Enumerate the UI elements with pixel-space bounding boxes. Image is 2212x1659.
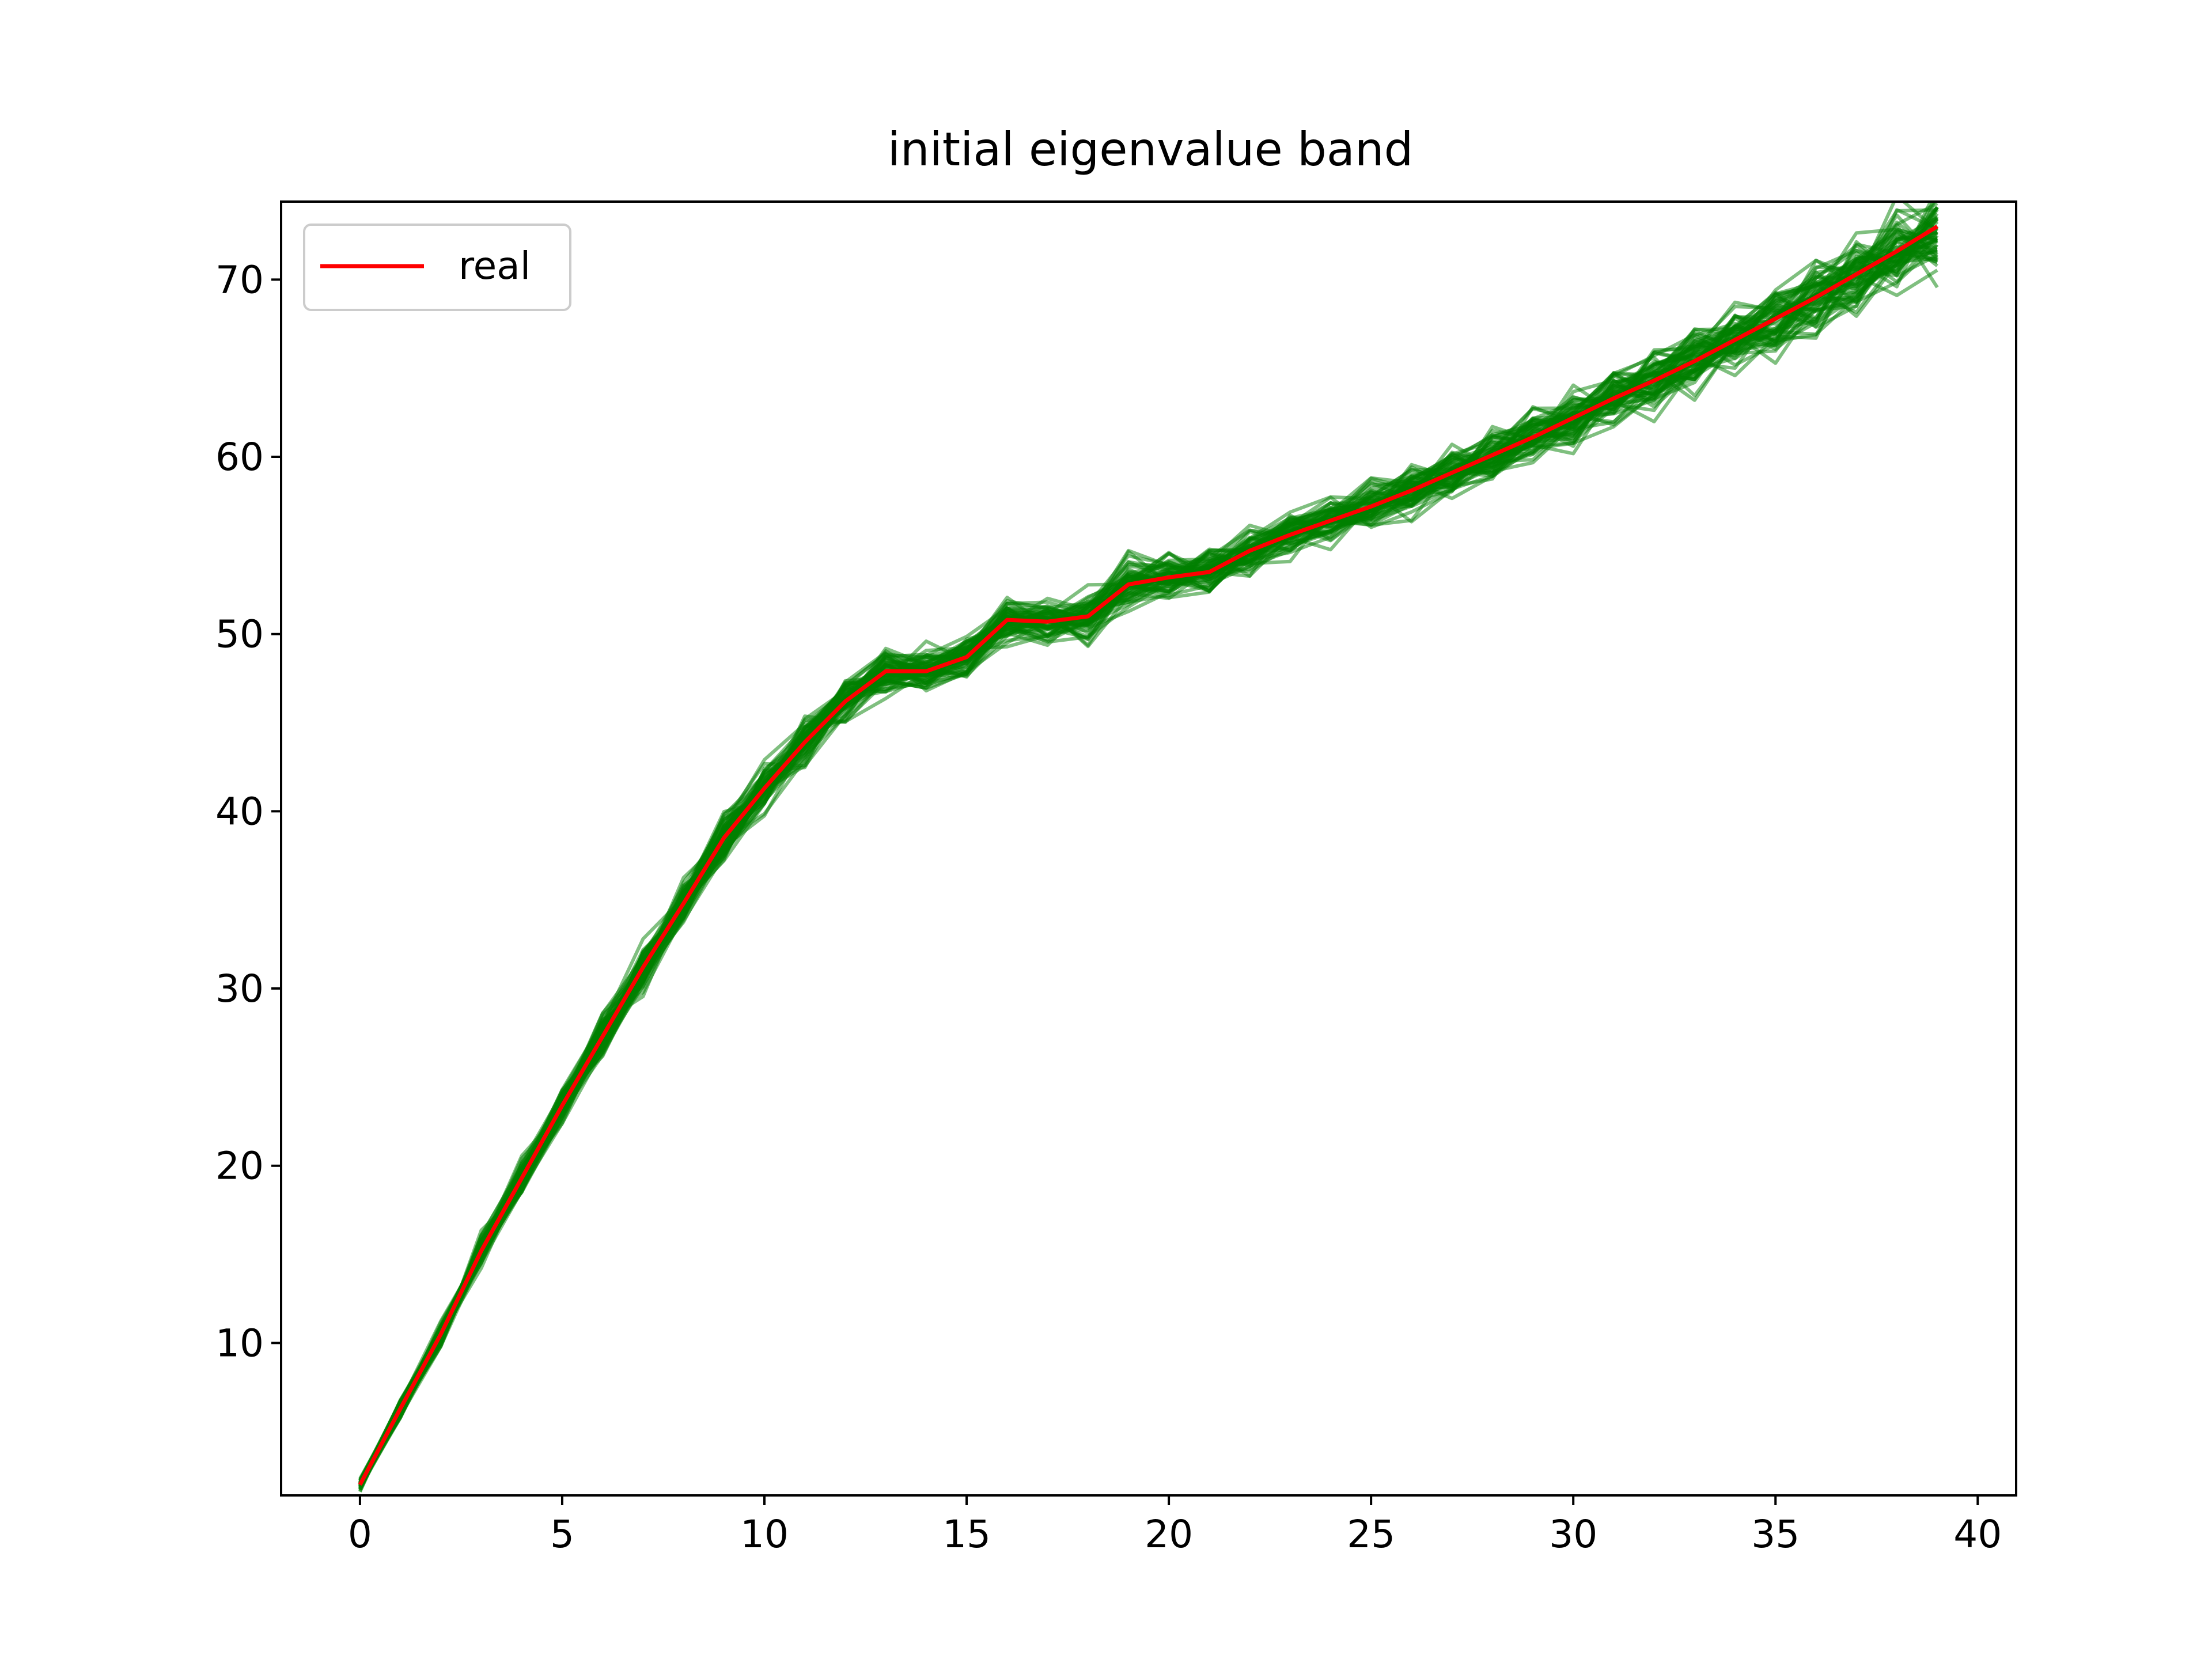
band-line — [358, 202, 1933, 1487]
x-tick-label: 0 — [348, 1512, 372, 1556]
band-line — [358, 233, 1938, 1486]
band-line — [358, 240, 1938, 1482]
band-line — [358, 215, 1939, 1484]
x-tick-label: 30 — [1549, 1512, 1597, 1556]
y-tick-label: 50 — [215, 612, 264, 657]
chart-title: initial eigenvalue band — [888, 123, 1414, 176]
band-line — [358, 206, 1939, 1493]
band-line — [358, 230, 1938, 1488]
band-line — [358, 231, 1938, 1484]
band-line — [358, 218, 1939, 1486]
x-tick-label: 40 — [1953, 1512, 2002, 1556]
band-line — [358, 248, 1938, 1484]
band-line — [358, 250, 1938, 1486]
band-line — [358, 208, 1939, 1486]
plot-frame — [280, 200, 2017, 1497]
y-tick-label: 70 — [215, 257, 264, 302]
band-line — [358, 237, 1938, 1488]
band-line — [358, 240, 1938, 1485]
band-line — [358, 212, 1939, 1491]
band-line — [358, 230, 1939, 1486]
band-line — [358, 249, 1938, 1487]
band-line — [358, 230, 1938, 1490]
band-line — [358, 238, 1938, 1487]
band-line — [358, 228, 1938, 1488]
band-line — [358, 229, 1938, 1488]
band-line — [358, 220, 1938, 1486]
band-line — [358, 234, 1939, 1482]
y-tick-label: 30 — [215, 967, 264, 1011]
band-line — [358, 206, 1939, 1489]
band-line — [358, 206, 1939, 1484]
band-line — [358, 239, 1938, 1487]
y-tick-label: 60 — [215, 435, 264, 479]
y-axis: 10 20 30 40 50 60 70 — [215, 257, 281, 1365]
band-line — [358, 245, 1938, 1481]
band-lines — [358, 202, 1939, 1493]
band-line — [358, 216, 1938, 1484]
band-line — [358, 225, 1939, 1488]
band-line — [358, 243, 1939, 1484]
band-line — [358, 220, 1939, 1486]
band-line — [358, 235, 1938, 1490]
x-tick-label: 15 — [942, 1512, 991, 1556]
band-line — [358, 202, 1938, 1490]
y-tick-label: 40 — [215, 789, 264, 834]
band-line — [358, 238, 1938, 1485]
band-line — [358, 225, 1939, 1491]
x-tick-label: 35 — [1751, 1512, 1800, 1556]
band-line — [358, 206, 1939, 1493]
real-series — [358, 225, 1938, 1486]
y-tick-label: 20 — [215, 1144, 264, 1188]
band-line — [358, 208, 1938, 1487]
band-line — [358, 227, 1939, 1480]
legend: real — [303, 224, 571, 311]
x-axis: 0 5 10 15 20 25 30 35 40 — [348, 1495, 2002, 1556]
band-line — [358, 248, 1938, 1482]
band-line — [358, 240, 1938, 1486]
legend-label-real: real — [459, 244, 531, 288]
band-line — [358, 208, 1938, 1484]
band-line — [358, 235, 1938, 1491]
band-line — [358, 250, 1938, 1483]
band-line — [358, 256, 1938, 1484]
x-tick-label: 25 — [1347, 1512, 1395, 1556]
x-tick-label: 20 — [1145, 1512, 1193, 1556]
band-line — [358, 231, 1938, 1488]
band-line — [358, 229, 1938, 1483]
band-line — [358, 268, 1938, 1484]
legend-box — [303, 224, 571, 311]
band-line — [358, 206, 1939, 1486]
band-line — [358, 237, 1938, 1486]
band-line — [358, 230, 1938, 1484]
band-line — [358, 223, 1939, 1481]
band-line — [358, 216, 1939, 1488]
band-line — [358, 240, 1938, 1486]
band-line — [358, 213, 1939, 1484]
y-tick-label: 10 — [215, 1321, 264, 1365]
band-line — [358, 218, 1939, 1485]
band-line — [358, 250, 1938, 1491]
band-line — [358, 228, 1938, 1487]
x-tick-label: 10 — [740, 1512, 789, 1556]
real-line — [358, 225, 1938, 1486]
band-line — [358, 217, 1939, 1485]
x-tick-label: 5 — [550, 1512, 574, 1556]
